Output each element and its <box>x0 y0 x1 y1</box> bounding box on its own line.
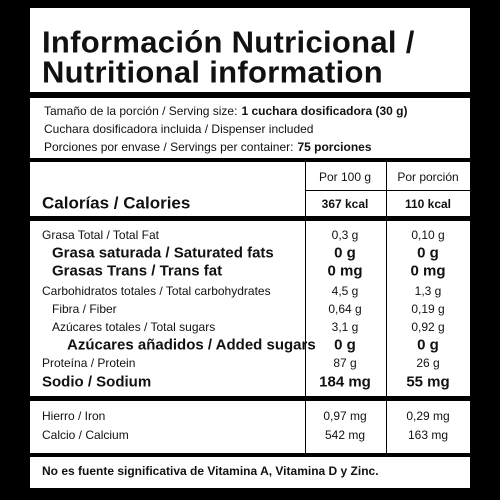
nutrient-value: 0,92 g <box>411 320 445 334</box>
nutrient-value: 55 mg <box>406 373 450 391</box>
calories-value: 367 kcal <box>321 197 369 211</box>
nutrient-label: Carbohidratos totales / Total carbohydra… <box>42 284 271 298</box>
mineral-label: Calcio / Calcium <box>42 428 129 442</box>
nutrient-label: Grasas Trans / Trans fat <box>52 262 223 280</box>
nutrient-label: Grasa Total / Total Fat <box>42 228 159 242</box>
serving-value: 75 porciones <box>297 140 372 154</box>
mineral-label: Hierro / Iron <box>42 409 106 423</box>
thin-rule <box>305 190 470 191</box>
nutrient-value: 0,64 g <box>328 302 362 316</box>
nutrient-label: Fibra / Fiber <box>52 302 117 316</box>
thick-rule <box>30 92 470 98</box>
nutrient-value: 0 mg <box>410 262 446 280</box>
mineral-value: 163 mg <box>407 428 449 442</box>
column-rule <box>386 160 387 455</box>
thick-rule <box>30 216 470 221</box>
nutrient-value: 0 mg <box>327 262 363 280</box>
mineral-value: 0,29 mg <box>406 409 450 423</box>
nutrient-value: 3,1 g <box>331 320 359 334</box>
title: Información Nutricional / <box>42 24 415 60</box>
nutrient-label: Azúcares añadidos / Added sugars <box>67 336 316 354</box>
label-panel <box>30 8 470 488</box>
nutrient-label: Grasa saturada / Saturated fats <box>52 244 274 262</box>
mineral-value: 0,97 mg <box>323 409 367 423</box>
nutrient-label: Azúcares totales / Total sugars <box>52 320 216 334</box>
nutrient-value: 26 g <box>416 356 440 370</box>
nutrient-value: 0 g <box>334 244 356 262</box>
thick-rule <box>30 396 470 401</box>
mineral-value: 542 mg <box>324 428 366 442</box>
serving-value: 1 cuchara dosificadora (30 g) <box>241 104 408 118</box>
title: Nutritional information <box>42 54 383 90</box>
nutrient-label: Proteína / Protein <box>42 356 136 370</box>
column-header: Por porción <box>397 170 459 184</box>
thick-rule <box>30 453 470 457</box>
nutrient-value: 0 g <box>417 244 439 262</box>
nutrient-value: 0 g <box>417 336 439 354</box>
nutrient-value: 184 mg <box>319 373 371 391</box>
serving-label: Tamaño de la porción / Serving size: <box>44 104 238 118</box>
nutrient-value: 0,10 g <box>411 228 445 242</box>
footnote: No es fuente significativa de Vitamina A… <box>42 464 379 478</box>
nutrient-value: 4,5 g <box>331 284 359 298</box>
nutrient-value: 0,3 g <box>331 228 359 242</box>
nutrient-label: Sodio / Sodium <box>42 373 152 391</box>
serving-label: Porciones por envase / Servings per cont… <box>44 140 294 154</box>
nutrient-value: 87 g <box>333 356 357 370</box>
column-header: Por 100 g <box>318 170 372 184</box>
column-rule <box>305 160 306 455</box>
serving-label: Cuchara dosificadora incluida / Dispense… <box>44 122 314 136</box>
nutrient-value: 0 g <box>334 336 356 354</box>
calories-label: Calorías / Calories <box>42 193 191 213</box>
nutrient-value: 1,3 g <box>414 284 442 298</box>
calories-value: 110 kcal <box>404 197 452 211</box>
nutrient-value: 0,19 g <box>411 302 445 316</box>
thick-rule <box>30 158 470 162</box>
